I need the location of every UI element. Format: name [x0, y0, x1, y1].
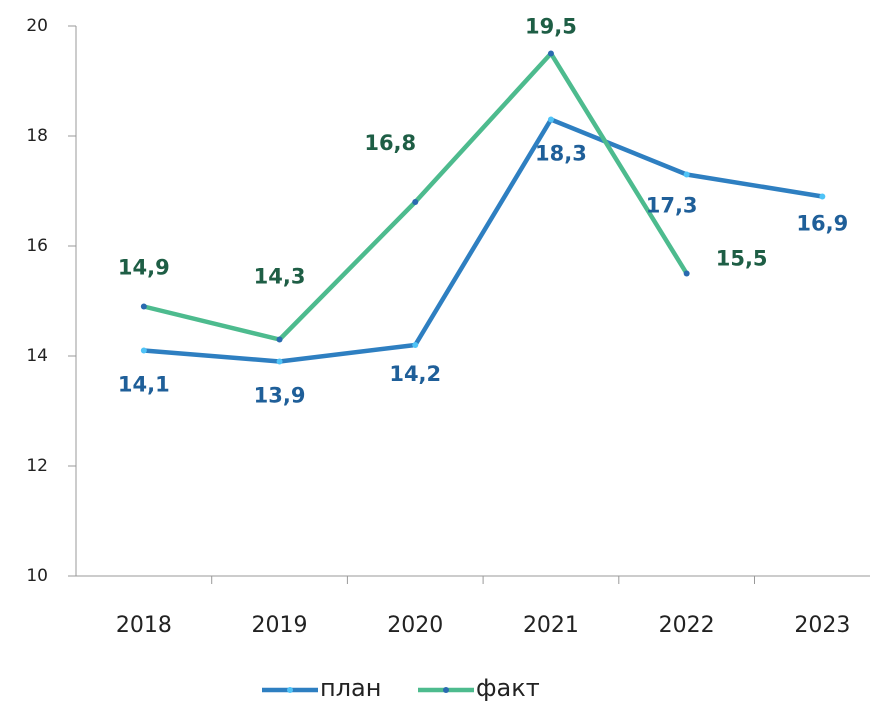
legend-label: факт [476, 674, 540, 702]
x-tick-label: 2021 [523, 613, 579, 638]
value-label: 14,9 [118, 256, 170, 280]
value-label: 19,5 [525, 15, 577, 39]
y-tick-label: 16 [26, 236, 48, 256]
marker [547, 116, 554, 123]
marker [140, 303, 147, 310]
marker [276, 358, 283, 365]
value-label: 16,9 [796, 212, 848, 236]
value-label: 16,8 [364, 131, 416, 155]
legend-marker [287, 687, 293, 693]
marker [683, 171, 690, 178]
x-tick-label: 2023 [794, 613, 850, 638]
y-tick-label: 18 [26, 126, 48, 146]
y-tick-label: 12 [26, 456, 48, 476]
value-label: 13,9 [254, 384, 306, 408]
y-tick-label: 14 [26, 346, 48, 366]
x-tick-label: 2022 [659, 613, 715, 638]
y-tick-label: 20 [26, 16, 48, 36]
value-label: 18,3 [535, 142, 587, 166]
y-tick-label: 10 [26, 566, 48, 586]
marker [140, 347, 147, 354]
series-line [143, 51, 689, 342]
x-tick-label: 2018 [116, 613, 172, 638]
value-label: 14,3 [254, 265, 306, 289]
marker [412, 199, 419, 205]
x-tick-label: 2019 [252, 613, 308, 638]
x-tick-label: 2020 [387, 613, 443, 638]
series-line [143, 117, 823, 364]
marker [819, 193, 826, 200]
value-label: 14,1 [118, 373, 170, 397]
marker [683, 270, 690, 277]
marker [547, 50, 554, 57]
value-label: 15,5 [716, 247, 768, 271]
marker [412, 342, 419, 348]
value-label: 14,2 [389, 362, 441, 386]
marker [276, 336, 283, 343]
value-label: 17,3 [646, 194, 698, 218]
legend-label: план [320, 674, 381, 702]
legend-marker [443, 687, 449, 693]
